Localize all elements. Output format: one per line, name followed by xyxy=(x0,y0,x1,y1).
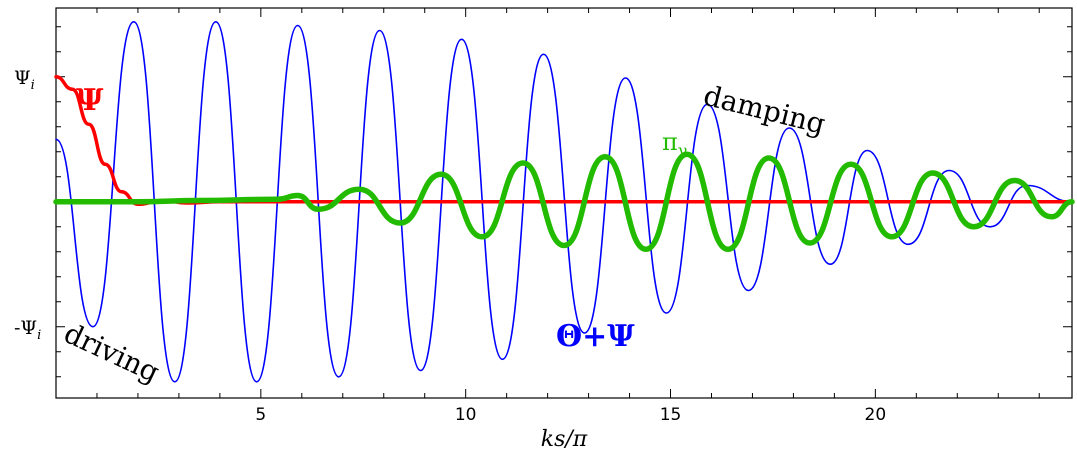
series-lines xyxy=(53,21,1075,383)
x-tick-label: 20 xyxy=(865,405,887,425)
pi-gamma-line xyxy=(53,151,1075,253)
x-axis-label: ks/π xyxy=(541,427,588,451)
axis-ticks xyxy=(56,8,1072,398)
driving-annotation: driving xyxy=(59,316,165,389)
y-tick-label: -Ψi xyxy=(14,317,41,343)
theta-plus-psi-annotation: Θ+Ψ xyxy=(556,319,635,354)
pi-gamma-annotation: πγ xyxy=(662,128,687,160)
tick-labels: 5 10 15 20 Ψi -Ψi xyxy=(14,67,886,425)
theta-plus-psi-line xyxy=(55,21,1073,383)
x-tick-label: 10 xyxy=(455,405,477,425)
y-tick-label: Ψi xyxy=(14,67,35,93)
x-tick-label: 15 xyxy=(660,405,682,425)
x-tick-label: 5 xyxy=(255,405,266,425)
psi-annotation: Ψ xyxy=(76,83,104,118)
